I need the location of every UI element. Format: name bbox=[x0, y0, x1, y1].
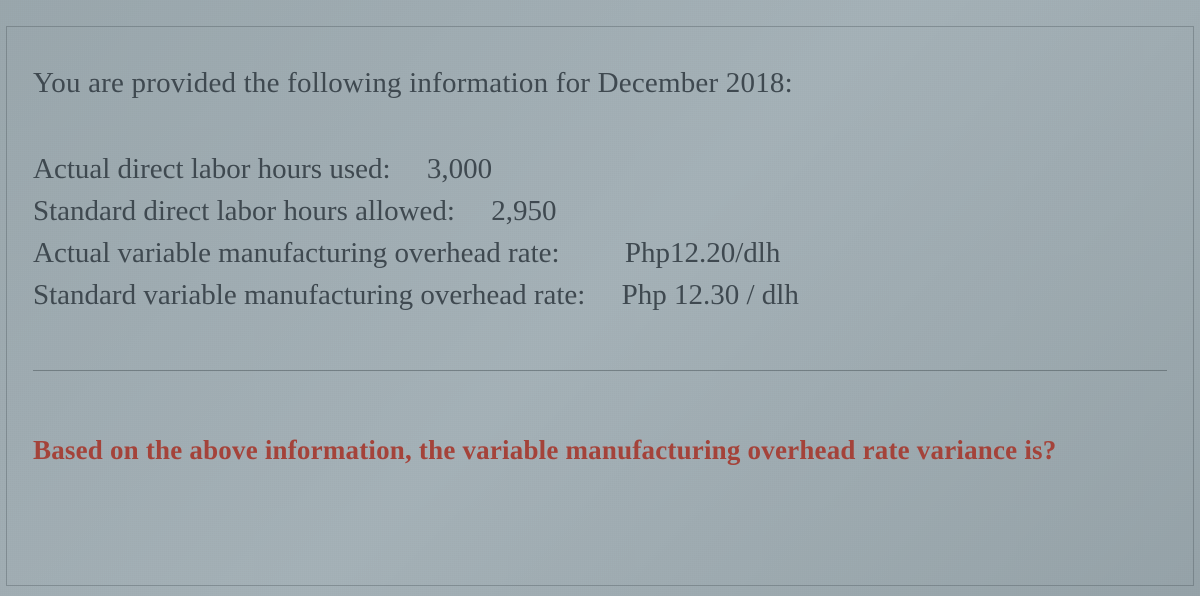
value-standard-dlh: 2,950 bbox=[491, 195, 556, 227]
value-actual-dlh: 3,000 bbox=[427, 153, 492, 185]
label-standard-dlh: Standard direct labor hours allowed: bbox=[33, 195, 455, 227]
section-divider bbox=[33, 370, 1167, 371]
data-line-actual-dlh: Actual direct labor hours used: 3,000 bbox=[33, 148, 1167, 190]
label-standard-rate: Standard variable manufacturing overhead… bbox=[33, 279, 585, 311]
data-line-actual-rate: Actual variable manufacturing overhead r… bbox=[33, 232, 1167, 274]
data-line-standard-dlh: Standard direct labor hours allowed: 2,9… bbox=[33, 190, 1167, 232]
intro-text: You are provided the following informati… bbox=[33, 67, 1167, 100]
value-standard-rate: Php 12.30 / dlh bbox=[622, 279, 799, 311]
content-frame: You are provided the following informati… bbox=[6, 26, 1194, 586]
label-actual-dlh: Actual direct labor hours used: bbox=[33, 153, 391, 185]
value-actual-rate: Php12.20/dlh bbox=[625, 237, 781, 269]
label-actual-rate: Actual variable manufacturing overhead r… bbox=[33, 237, 560, 269]
data-line-standard-rate: Standard variable manufacturing overhead… bbox=[33, 274, 1167, 316]
question-text: Based on the above information, the vari… bbox=[33, 435, 1167, 466]
data-block: Actual direct labor hours used: 3,000 St… bbox=[33, 148, 1167, 316]
